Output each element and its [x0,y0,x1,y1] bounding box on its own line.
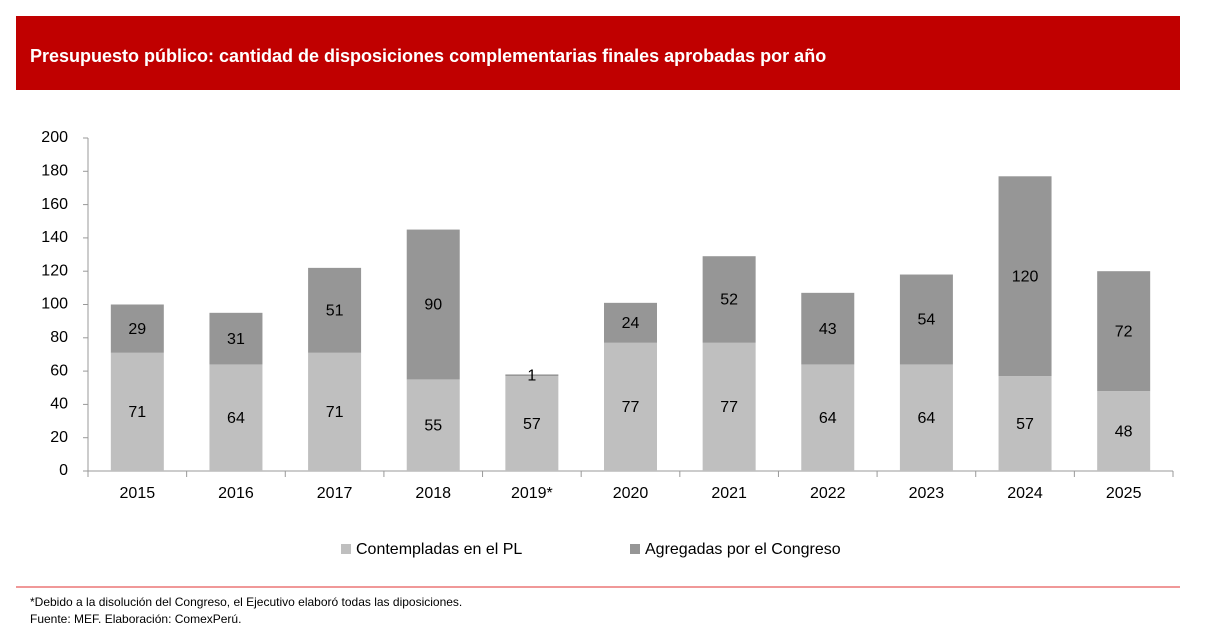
bar-segment [899,274,953,365]
y-tick-label: 120 [41,262,68,279]
y-tick-label: 140 [41,229,68,246]
x-tick-label: 2016 [218,485,254,502]
bar-segment [308,352,362,471]
bar-segment [702,342,756,471]
bar-segment [899,364,953,471]
data-label: 55 [424,417,442,434]
x-tick-label: 2017 [317,485,353,502]
y-tick-label: 80 [50,329,68,346]
data-label: 51 [326,303,344,320]
x-tick-label: 2018 [415,485,451,502]
y-tick-label: 160 [41,196,68,213]
bar-segment [308,267,362,353]
data-label: 57 [1016,416,1034,433]
x-tick-label: 2023 [909,485,945,502]
bar-segment [998,376,1052,471]
header-band [16,16,1180,90]
bar-segment [604,342,657,471]
data-label: 64 [918,410,936,427]
data-label: 64 [227,410,245,427]
footnote: *Debido a la disolución del Congreso, el… [30,595,462,609]
data-label: 90 [424,297,442,314]
y-tick-label: 60 [50,362,68,379]
y-tick-label: 40 [50,396,68,413]
bar-segment [702,256,756,343]
y-tick-label: 100 [41,296,68,313]
bar-segment [406,379,460,471]
data-label: 71 [128,404,146,421]
x-tick-label: 2024 [1007,485,1043,502]
y-tick-label: 20 [50,429,68,446]
bar-segment [110,304,164,353]
data-label: 31 [227,331,245,348]
x-tick-label: 2025 [1106,485,1142,502]
bar-segment [209,312,263,365]
data-label: 77 [720,399,738,416]
x-tick-label: 2020 [613,485,649,502]
data-label: 64 [819,410,837,427]
y-tick-label: 200 [41,129,68,146]
bar-segment [998,176,1052,377]
data-label: 77 [622,399,640,416]
x-tick-label: 2019* [511,485,553,502]
bar-segment [209,364,263,471]
data-label: 57 [523,416,541,433]
bar-segment [1097,271,1151,392]
bar-segment [604,302,657,343]
legend-label: Contempladas en el PL [356,541,522,558]
bar-segment [110,352,164,471]
data-label: 48 [1115,423,1133,440]
legend-swatch [630,544,640,554]
y-tick-label: 180 [41,163,68,180]
data-label: 29 [128,321,146,338]
y-tick-label: 0 [59,462,68,479]
data-label: 52 [720,292,738,309]
bar-segment [505,376,559,471]
data-label: 24 [622,315,640,332]
data-label: 1 [527,367,536,384]
chart-title: Presupuesto público: cantidad de disposi… [30,46,826,66]
data-label: 120 [1012,268,1039,285]
bar-segment [1097,391,1151,471]
x-tick-label: 2015 [120,485,156,502]
data-label: 43 [819,321,837,338]
x-tick-label: 2021 [711,485,747,502]
legend-swatch [341,544,351,554]
bar-segment [406,229,460,380]
legend-label: Agregadas por el Congreso [645,541,841,558]
data-label: 71 [326,404,344,421]
footnote: Fuente: MEF. Elaboración: ComexPerú. [30,612,241,626]
bar-segment [801,292,855,365]
bar-segment [801,364,855,471]
x-tick-label: 2022 [810,485,846,502]
bar-segment [505,374,559,377]
data-label: 54 [918,312,936,329]
data-label: 72 [1115,323,1133,340]
